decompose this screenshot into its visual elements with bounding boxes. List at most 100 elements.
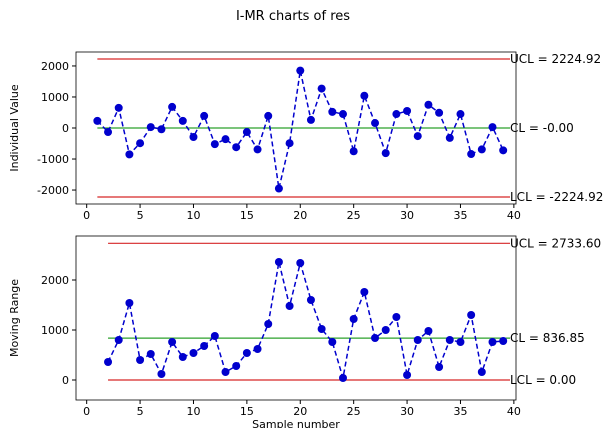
data-point [328,338,337,346]
x-tick-label: 40 [507,209,521,222]
data-point [349,315,358,323]
x-tick-label: 35 [453,405,467,418]
data-point [114,336,123,344]
x-tick-label: 10 [186,209,200,222]
data-point [200,111,209,120]
control-limit-label: CL = 836.85 [510,331,585,345]
data-point [328,107,337,116]
data-point [274,184,283,193]
data-point [445,336,454,344]
x-tick-label: 5 [137,405,144,418]
y-tick-label: 0 [62,122,69,135]
y-tick-label: 2000 [41,60,69,73]
data-point [136,139,145,148]
control-limit-label: CL = -0.00 [510,121,574,135]
data-point [381,326,390,334]
plot-frame [75,235,517,401]
y-tick-label: 0 [62,374,69,387]
data-point [499,337,508,345]
data-point [306,115,315,124]
data-point [499,146,508,155]
data-point [360,288,369,296]
x-tick-label: 0 [83,405,90,418]
data-point [168,338,177,346]
data-point [232,143,241,152]
data-point [488,338,497,346]
data-point [424,100,433,109]
data-point [317,84,326,93]
data-point [264,111,273,120]
control-limit-label: LCL = 0.00 [510,373,576,387]
control-limit-label: LCL = -2224.92 [510,190,603,204]
data-point [189,132,198,141]
data-point [424,327,433,335]
data-point [189,349,198,357]
data-point [349,147,358,156]
data-point [403,106,412,115]
data-point [93,116,102,125]
x-axis-label: Sample number [252,418,340,428]
data-point [157,370,166,378]
data-point [146,350,155,358]
data-point [146,123,155,132]
data-point [242,349,251,357]
data-point [168,102,177,111]
data-point [435,108,444,117]
y-tick-label: 1000 [41,91,69,104]
data-point [210,140,219,149]
x-tick-label: 35 [453,209,467,222]
data-point [371,119,380,128]
data-point [253,145,262,154]
data-point [413,132,422,141]
data-point [285,302,294,310]
data-point [200,342,209,350]
data-point [178,353,187,361]
plot-frame [75,51,517,205]
data-point [392,110,401,119]
data-point [445,133,454,142]
x-tick-label: 25 [347,405,361,418]
y-tick-label: -1000 [37,153,69,166]
data-point [338,374,347,382]
x-tick-label: 15 [240,209,254,222]
data-point [221,135,230,144]
data-line [107,260,504,379]
data-point [125,299,134,307]
x-tick-label: 10 [186,405,200,418]
x-tick-label: 30 [400,405,414,418]
data-point [477,145,486,154]
data-point [125,150,134,159]
data-point [221,368,230,376]
data-point [232,362,241,370]
data-point [360,91,369,100]
data-point [264,320,273,328]
data-point [488,123,497,132]
data-point [413,336,422,344]
data-point [253,345,262,353]
data-point [456,338,465,346]
data-point [317,325,326,333]
x-tick-label: 25 [347,209,361,222]
data-point [274,258,283,266]
control-limit-label: UCL = 2224.92 [510,52,601,66]
data-point [456,110,465,119]
x-tick-label: 30 [400,209,414,222]
data-point [403,371,412,379]
data-point [114,103,123,112]
data-point [104,128,113,137]
x-tick-label: 40 [507,405,521,418]
y-axis-label: Individual Value [8,84,21,172]
data-point [338,110,347,119]
data-point [371,334,380,342]
x-tick-label: 15 [240,405,254,418]
y-tick-label: 1000 [41,324,69,337]
data-point [296,259,305,267]
chart-title: I-MR charts of res [236,9,350,24]
data-point [296,66,305,75]
y-tick-label: 2000 [41,274,69,287]
data-point [136,356,145,364]
data-point [285,139,294,148]
data-point [381,149,390,158]
x-tick-label: 20 [293,405,307,418]
